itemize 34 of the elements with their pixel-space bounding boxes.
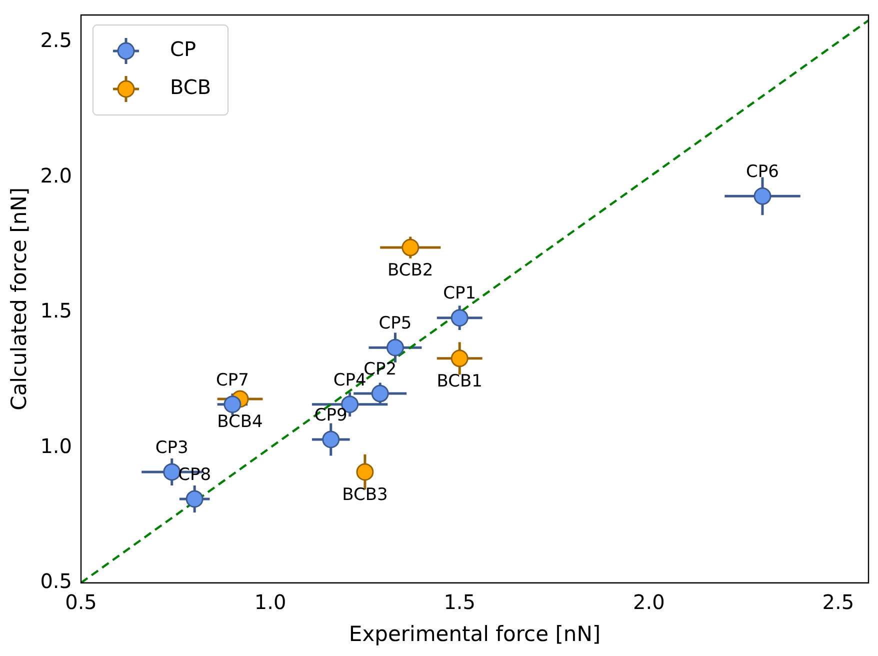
point <box>356 463 374 481</box>
point <box>386 338 404 356</box>
point <box>754 187 772 205</box>
y-tick-label: 2.0 <box>40 163 72 188</box>
point <box>450 309 468 327</box>
y-tick-label: 2.5 <box>40 28 72 52</box>
annotation: CP1 <box>443 284 476 304</box>
annotation: BCB4 <box>217 412 263 432</box>
annotation: CP3 <box>155 438 188 458</box>
x-tick-label: 1.5 <box>444 590 476 614</box>
point <box>322 430 340 448</box>
y-axis-title: Calculated force [nN] <box>7 187 32 410</box>
point <box>402 238 420 256</box>
x-tick-label: 1.0 <box>254 590 286 614</box>
annotation: CP7 <box>216 370 249 390</box>
y-tick-label: 1.5 <box>40 298 72 323</box>
point <box>224 396 242 414</box>
annotation: CP5 <box>378 313 412 334</box>
x-tick-label: 2.5 <box>822 590 854 614</box>
annotation: CP6 <box>746 162 779 182</box>
annotation: BCB2 <box>388 260 434 280</box>
annotation: CP9 <box>314 405 348 426</box>
point <box>371 384 389 402</box>
legend-label: BCB <box>170 75 212 100</box>
point <box>186 490 204 508</box>
x-tick-label: 2.0 <box>633 590 665 614</box>
annotation: CP2 <box>364 359 397 380</box>
point <box>450 350 468 368</box>
legend-label: CP <box>170 37 196 62</box>
annotation: BCB1 <box>436 371 482 392</box>
annotation: BCB3 <box>342 484 388 505</box>
x-axis-title: Experimental force [nN] <box>348 622 601 646</box>
point <box>163 463 181 481</box>
y-tick-label: 1.0 <box>40 434 72 458</box>
